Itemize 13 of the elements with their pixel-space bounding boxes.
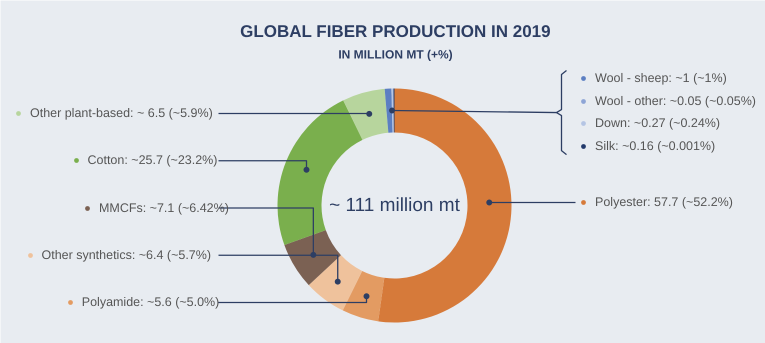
- legend-label: Other synthetics: ~6.4 (~5.7%): [42, 246, 212, 263]
- chart-title: GLOBAL FIBER PRODUCTION IN 2019: [240, 22, 551, 41]
- legend-label: Wool - sheep: ~1 (~1%): [595, 70, 727, 86]
- legend-label: Silk: ~0.16 (~0.001%): [595, 138, 716, 154]
- legend-label: Cotton: ~25.7 (~23.2%): [88, 152, 218, 168]
- legend-label: Wool - other: ~0.05 (~0.05%): [595, 92, 756, 109]
- chart-subtitle: IN MILLION MT (+%): [338, 48, 453, 62]
- legend-label: Other plant-based: ~ 6.5 (~5.9%): [30, 105, 213, 121]
- legend-label: Down: ~0.27 (~0.24%): [595, 115, 720, 132]
- legend-label: MMCFs: ~7.1 (~6.42%): [99, 200, 229, 216]
- legend-label: Polyester: 57.7 (~52.2%): [595, 194, 733, 210]
- text: ~ 111 million mt: [329, 195, 461, 216]
- legend-label: Polyamide: ~5.6 (~5.0%): [82, 294, 220, 310]
